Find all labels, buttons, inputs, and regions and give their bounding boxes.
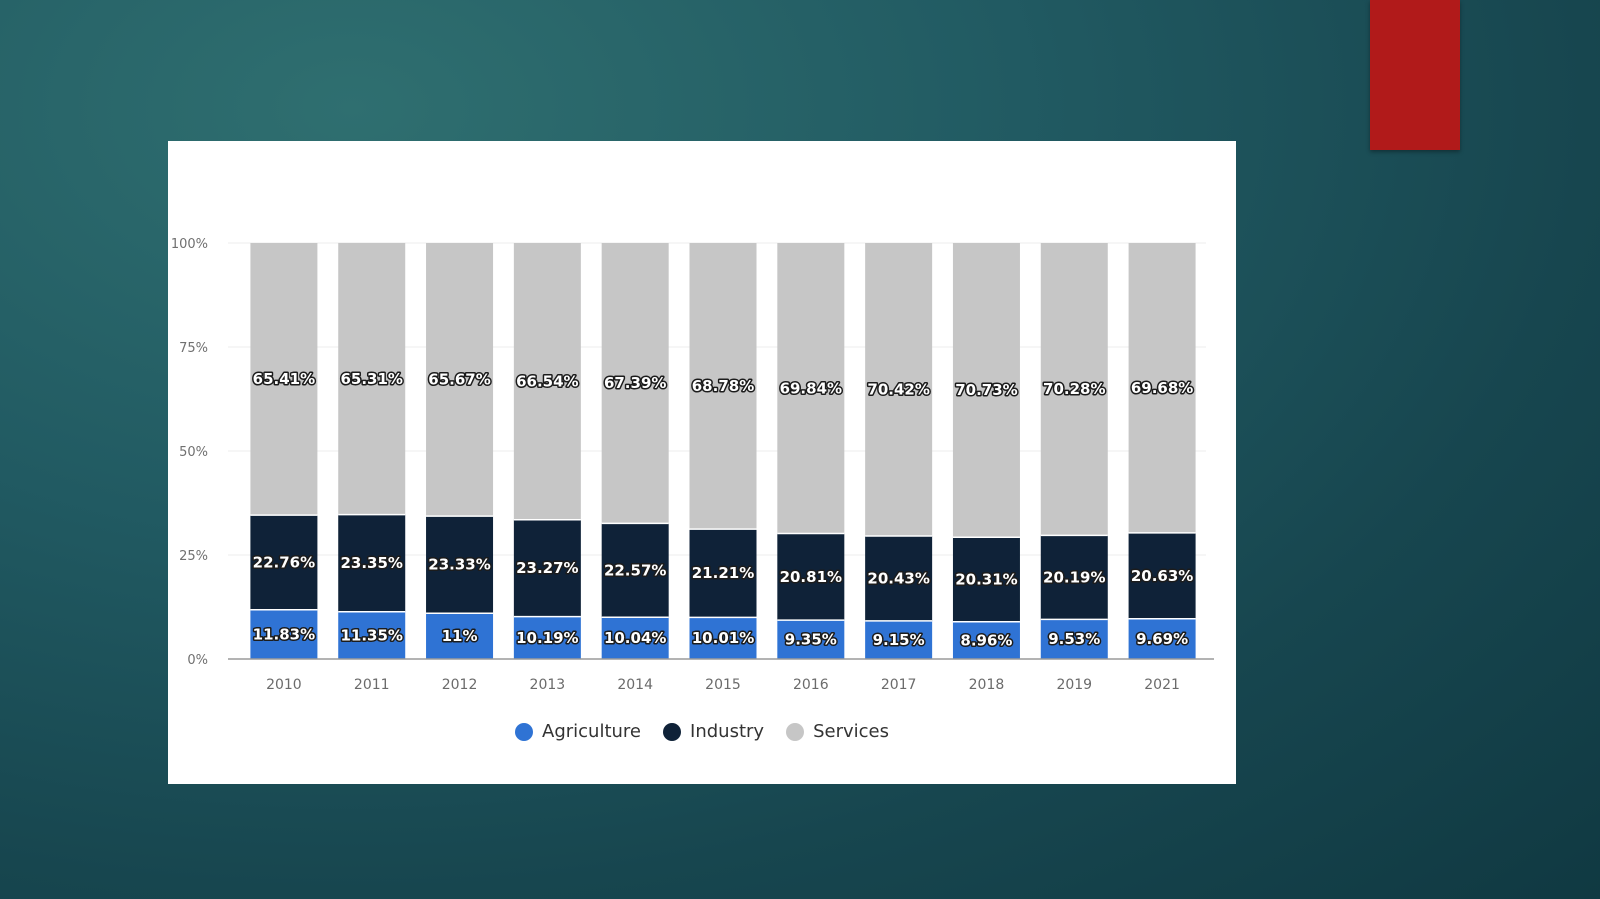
data-label-services: 69.84% [780,379,842,397]
legend-swatch-industry [663,722,682,741]
y-tick-label: 75% [179,341,208,356]
x-tick-label: 2018 [969,677,1005,693]
bar-segment-agriculture[interactable] [952,621,1020,659]
red-accent-tab [1370,0,1460,150]
bar-segment-agriculture[interactable] [865,620,933,659]
data-label-services: 70.42% [867,380,929,398]
bar-segment-industry[interactable] [601,523,669,618]
bar-segment-industry[interactable] [1040,535,1108,620]
bar-segment-industry[interactable] [426,516,494,614]
legend-item-services[interactable]: Services [786,721,889,742]
x-tick-label: 2011 [354,677,390,693]
bar-segment-services[interactable] [777,243,845,534]
data-label-services: 66.54% [516,372,578,390]
stacked-bar-chart: 11.83% 22.76% 65.41% 11.35% 23.35% 65.31% 11% 2… [171,237,1214,693]
data-label-agriculture: 11% [442,627,478,645]
data-label-agriculture: 10.19% [516,629,578,647]
data-label-services: 65.41% [253,370,315,388]
bar-segment-industry[interactable] [865,535,933,621]
bar-segment-services[interactable] [952,243,1020,538]
bar-segment-industry[interactable] [1128,532,1196,619]
data-label-industry: 23.27% [516,559,578,577]
bars [250,242,1196,659]
x-tick-label: 2014 [617,677,653,693]
data-label-industry: 22.76% [253,553,315,571]
data-label-industry: 20.31% [955,570,1017,588]
data-label-services: 65.67% [428,371,490,389]
bar-segment-services[interactable] [689,243,757,530]
bar-segment-industry[interactable] [513,519,581,617]
bar-segment-services[interactable] [865,243,933,536]
bar-segment-services[interactable] [426,243,494,517]
legend-label-agriculture: Agriculture [542,721,642,742]
legend-swatch-services [786,722,805,741]
data-label-industry: 23.33% [428,556,490,574]
data-label-agriculture: 9.15% [873,631,925,649]
chart-card: 11.83% 22.76% 65.41% 11.35% 23.35% 65.31% 11% 2… [168,141,1236,784]
y-tick-label: 100% [171,237,208,252]
chart-legend: Agriculture Industry Services [168,721,1236,742]
bar-segment-services[interactable] [250,243,318,516]
bar-segment-agriculture[interactable] [689,617,757,659]
data-label-industry: 20.19% [1043,568,1105,586]
y-tick-label: 25% [179,549,208,564]
data-label-agriculture: 9.35% [785,631,837,649]
bar-segment-agriculture[interactable] [1128,618,1196,659]
bar-segment-agriculture[interactable] [601,617,669,659]
bar-segment-services[interactable] [513,243,581,520]
legend-swatch-agriculture [515,722,534,741]
x-tick-label: 2017 [881,677,917,693]
x-tick-label: 2019 [1056,677,1092,693]
axes: 0% 25% 50% 75% 100% 2010 2011 2012 2013 2014 2015 2… [171,237,1214,693]
data-label-industry: 20.63% [1131,567,1193,585]
bar-segment-industry[interactable] [689,529,757,618]
data-label-agriculture: 9.53% [1048,630,1100,648]
legend-item-agriculture[interactable]: Agriculture [515,721,641,742]
data-label-services: 70.28% [1043,380,1105,398]
x-tick-label: 2021 [1144,677,1180,693]
data-label-agriculture: 8.96% [960,631,1012,649]
legend-label-services: Services [813,721,889,742]
bar-segment-agriculture[interactable] [777,620,845,659]
bar-segment-agriculture[interactable] [250,609,318,659]
bar-segment-agriculture[interactable] [426,613,494,659]
data-label-industry: 23.35% [340,554,402,572]
data-label-services: 69.68% [1131,379,1193,397]
bar-segment-services[interactable] [601,243,669,524]
bar-segment-services[interactable] [1040,243,1108,536]
data-label-services: 65.31% [340,370,402,388]
data-label-agriculture: 11.83% [253,625,315,643]
data-label-industry: 21.21% [692,564,754,582]
data-label-agriculture: 9.69% [1136,630,1188,648]
data-label-agriculture: 10.04% [604,629,666,647]
data-label-services: 68.78% [692,377,754,395]
y-tick-label: 50% [179,445,208,460]
data-label-services: 67.39% [604,374,666,392]
legend-label-industry: Industry [690,721,765,742]
bar-segment-agriculture[interactable] [513,616,581,659]
bar-segment-industry[interactable] [952,537,1020,622]
bar-segment-services[interactable] [338,242,406,515]
x-tick-label: 2013 [530,677,566,693]
data-label-industry: 20.81% [780,568,842,586]
x-tick-label: 2015 [705,677,741,693]
data-label-industry: 22.57% [604,561,666,579]
data-label-services: 70.73% [955,381,1017,399]
data-label-agriculture: 11.35% [340,626,402,644]
data-labels: 11.83% 22.76% 65.41% 11.35% 23.35% 65.31% 11% 2… [251,368,1195,651]
data-label-industry: 20.43% [867,569,929,587]
x-tick-label: 2012 [442,677,478,693]
bar-segment-services[interactable] [1128,243,1196,533]
data-label-agriculture: 10.01% [692,629,754,647]
bar-segment-industry[interactable] [338,514,406,612]
x-tick-label: 2010 [266,677,302,693]
bar-segment-industry[interactable] [777,533,845,621]
bar-segment-agriculture[interactable] [1040,619,1108,659]
legend-item-industry[interactable]: Industry [663,721,764,742]
y-tick-label: 0% [187,653,208,668]
bar-segment-agriculture[interactable] [338,611,406,659]
x-tick-label: 2016 [793,677,829,693]
bar-segment-industry[interactable] [250,515,318,610]
